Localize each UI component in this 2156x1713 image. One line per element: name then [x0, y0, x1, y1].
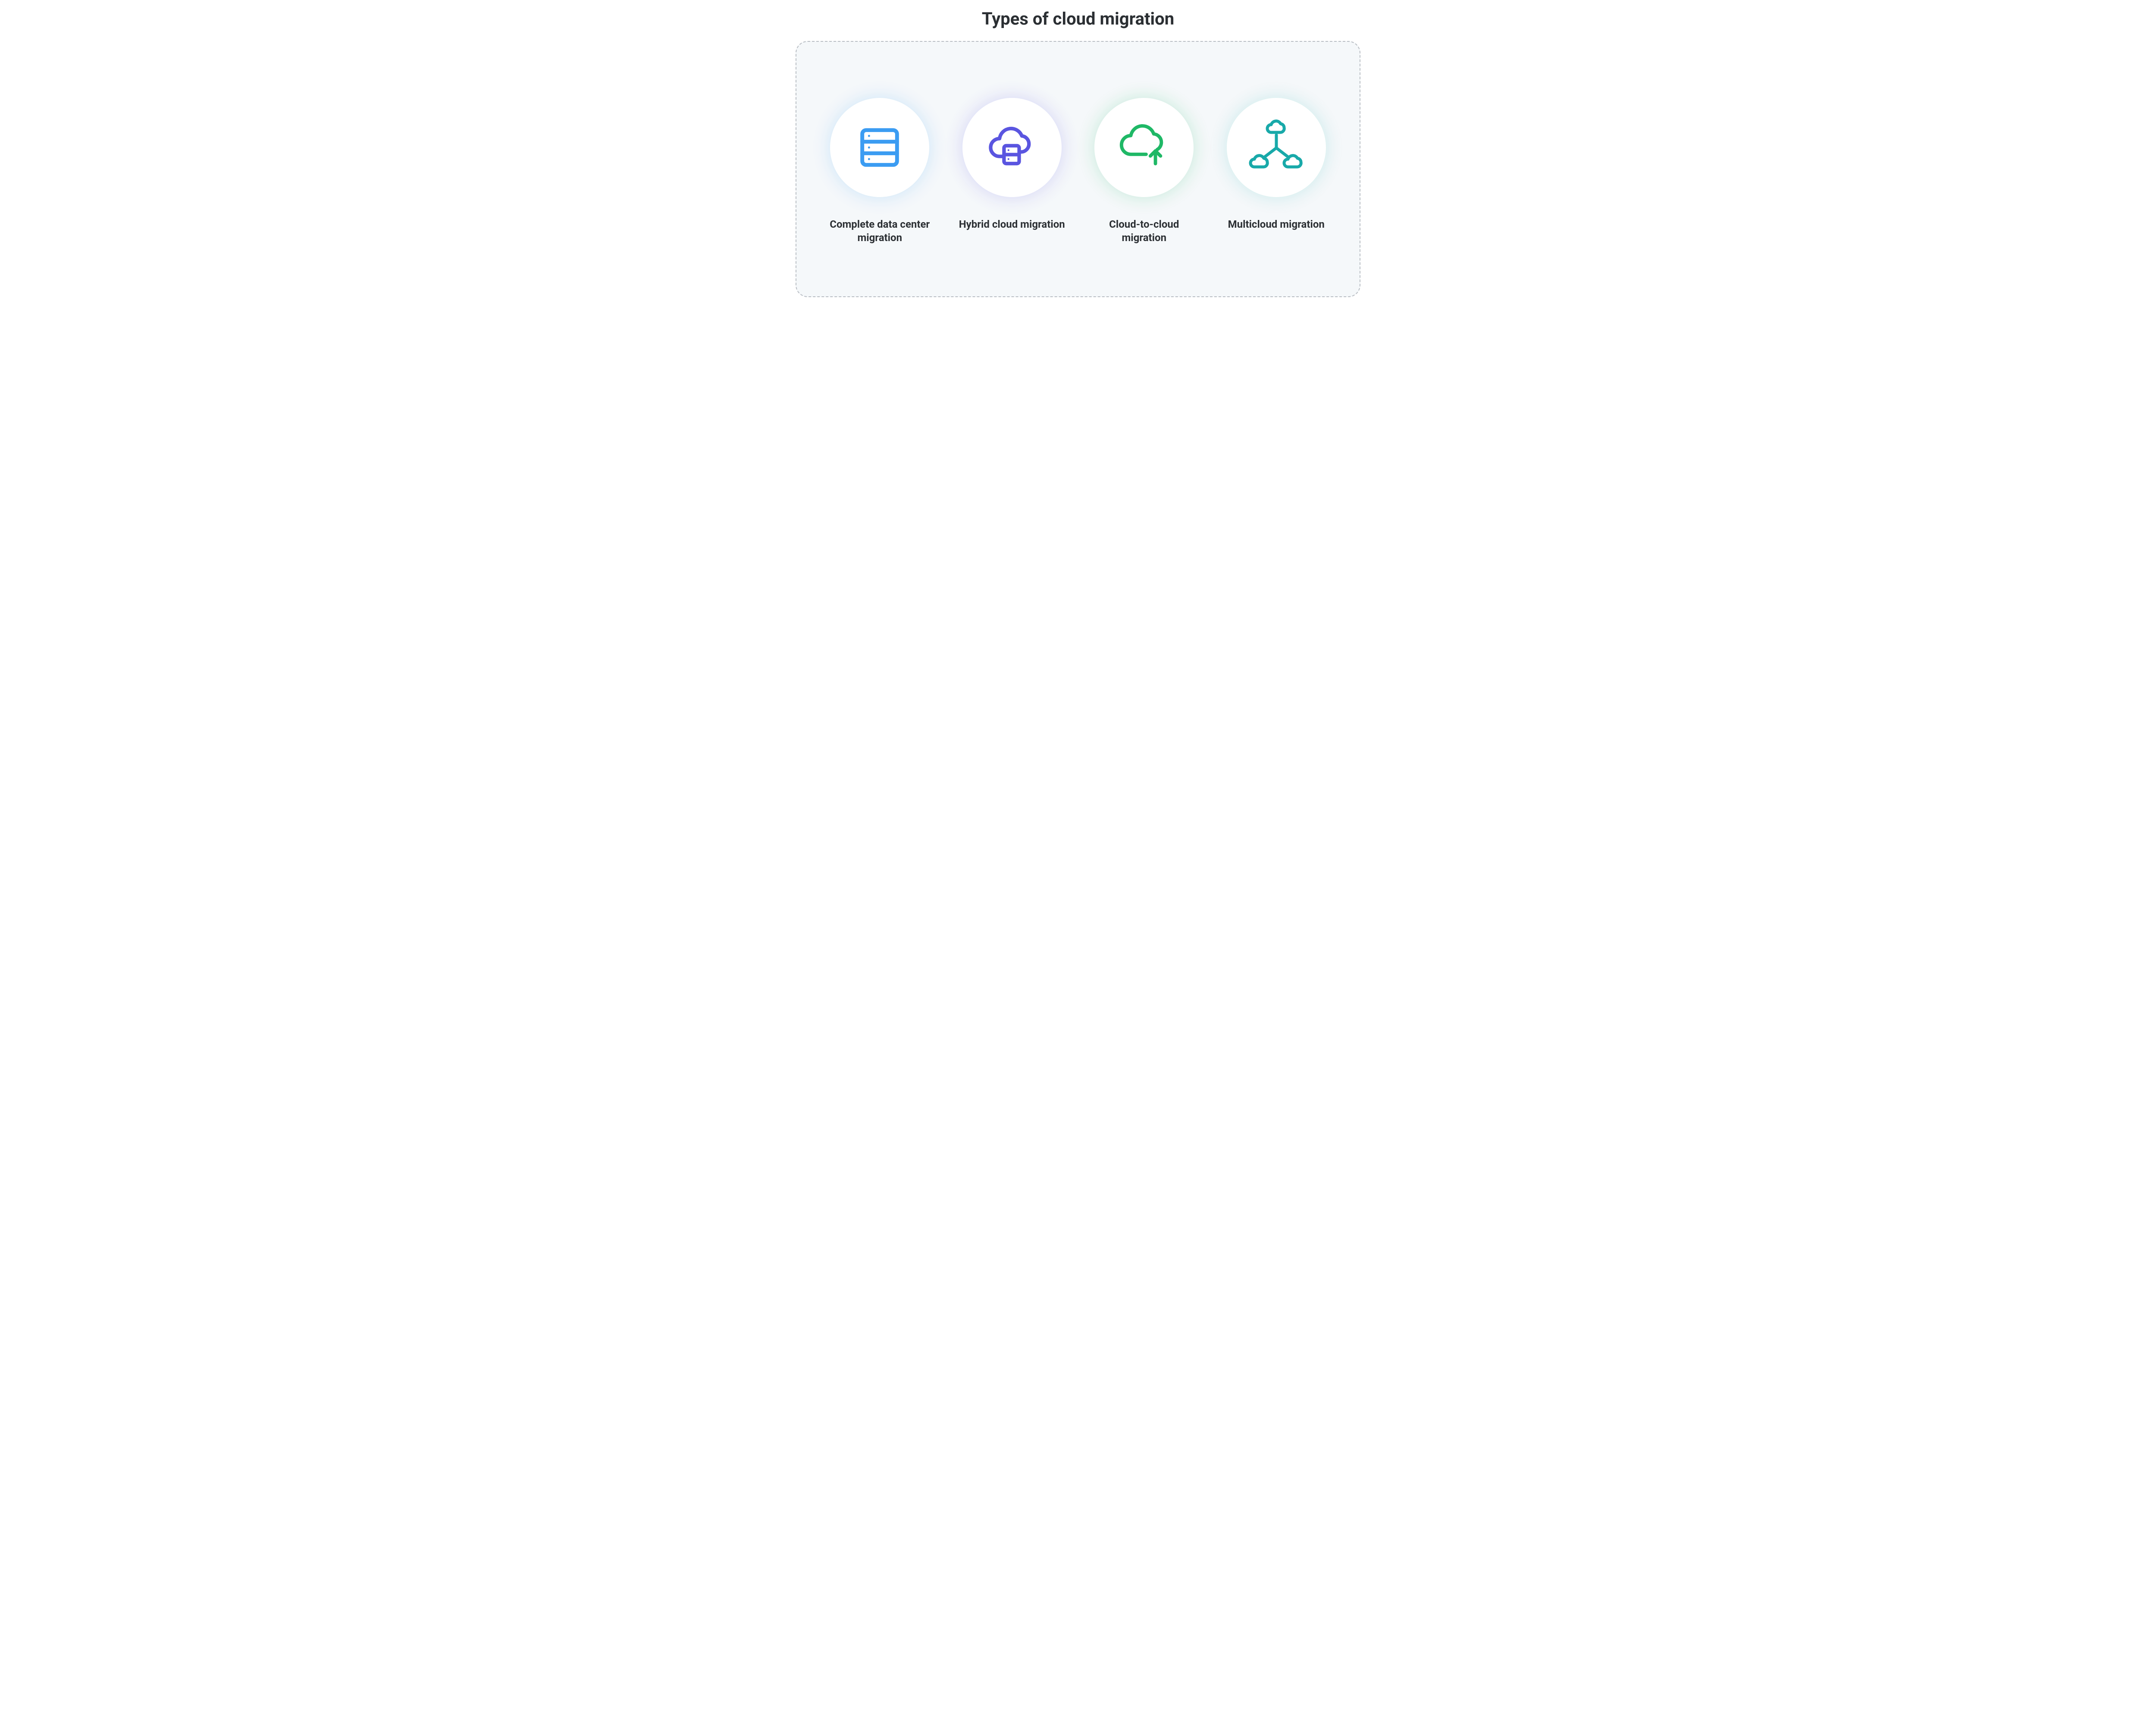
- item-multicloud: Multicloud migration: [1219, 98, 1334, 231]
- item-cloud-to-cloud: Cloud-to-cloud migration: [1087, 98, 1202, 245]
- icon-circle: [830, 98, 929, 197]
- cloud-upload-icon: [1116, 124, 1172, 171]
- icon-circle-fill: [1227, 98, 1326, 197]
- item-complete-data-center: Complete data center migration: [822, 98, 937, 245]
- server-stack-icon: [856, 123, 904, 172]
- icon-circle-fill: [830, 98, 929, 197]
- icon-circle: [1094, 98, 1194, 197]
- icon-circle-fill: [962, 98, 1062, 197]
- item-label: Cloud-to-cloud migration: [1088, 218, 1200, 245]
- icon-circle: [962, 98, 1062, 197]
- content-panel: Complete data center migration: [796, 41, 1360, 297]
- item-label: Hybrid cloud migration: [959, 218, 1065, 231]
- multi-cloud-network-icon: [1244, 119, 1309, 176]
- icon-circle: [1227, 98, 1326, 197]
- item-label: Multicloud migration: [1228, 218, 1325, 231]
- item-label: Complete data center migration: [824, 218, 936, 245]
- infographic-root: Types of cloud migration: [783, 0, 1373, 314]
- icon-circle-fill: [1094, 98, 1194, 197]
- page-title: Types of cloud migration: [796, 9, 1360, 29]
- items-row: Complete data center migration: [822, 98, 1334, 245]
- item-hybrid-cloud: Hybrid cloud migration: [955, 98, 1070, 231]
- cloud-server-icon: [985, 123, 1039, 172]
